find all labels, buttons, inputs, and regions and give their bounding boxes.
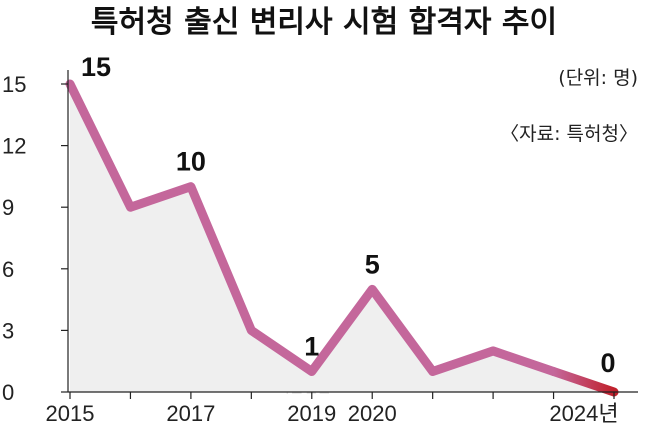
data-label: 10	[176, 147, 206, 177]
source-note: 〈자료: 특허청〉	[500, 123, 638, 145]
data-label: 5	[365, 249, 380, 279]
area-fill	[70, 84, 614, 392]
series-line	[65, 79, 559, 376]
plot-area	[65, 79, 619, 397]
x-tick-label: 2017	[166, 401, 215, 426]
y-tick-label: 3	[2, 318, 14, 343]
y-tick-label: 0	[2, 380, 14, 405]
data-label: 1	[304, 331, 319, 361]
chart-title: 특허청 출신 변리사 시험 합격자 추이	[91, 5, 557, 40]
x-tick-label: 2020	[348, 401, 397, 426]
data-label: 15	[81, 52, 111, 82]
x-tick-label: 2015	[46, 401, 95, 426]
y-tick-label: 6	[2, 257, 14, 282]
series-line-final-segment	[549, 366, 619, 397]
unit-note: (단위: 명)	[558, 67, 638, 89]
y-tick-label: 12	[2, 134, 26, 159]
x-tick-label: 2024년	[549, 401, 618, 426]
x-tick-label: 2019	[287, 401, 336, 426]
y-tick-label: 15	[2, 72, 26, 97]
data-label: 0	[600, 348, 615, 378]
y-tick-label: 9	[2, 195, 14, 220]
